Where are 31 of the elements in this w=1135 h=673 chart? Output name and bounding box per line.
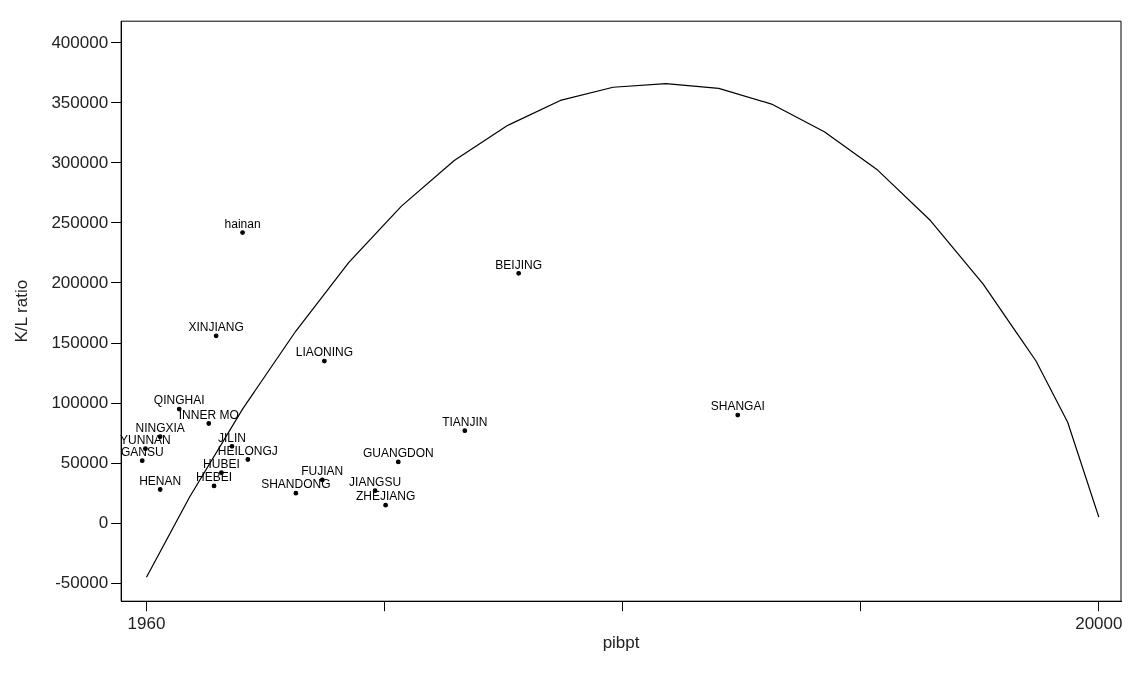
data-label: BEIJING (495, 257, 542, 272)
data-label: GANSU (120, 445, 164, 460)
data-label: XINJIANG (188, 320, 244, 335)
data-label: ZHEJIANG (355, 489, 416, 504)
data-label: SHANDONG (261, 477, 331, 492)
data-label: TIANJIN (442, 414, 488, 429)
y-tick-label: 300000 (51, 152, 109, 172)
data-label: GUANGDON (362, 446, 434, 461)
y-tick-label: 250000 (51, 212, 109, 232)
x-tick-label: 1960 (127, 614, 166, 634)
y-tick-label: 350000 (51, 92, 109, 112)
y-axis-title: K/L ratio (11, 279, 31, 343)
x-tick-label: 20000 (1075, 614, 1123, 634)
data-label: SHANGAI (710, 399, 765, 414)
y-tick-label: -50000 (55, 572, 109, 592)
data-label: HEILONGJ (217, 443, 278, 458)
y-tick-label: 400000 (51, 32, 109, 52)
y-tick-label: 100000 (51, 392, 109, 412)
data-label: JIANGSU (349, 475, 402, 490)
y-tick-label: 200000 (51, 272, 109, 292)
data-label: FUJIAN (301, 464, 344, 479)
data-label: NINGXIA (135, 421, 185, 435)
data-label: hainan (224, 216, 261, 231)
y-tick-label: 0 (98, 512, 109, 532)
x-axis-title: pibpt (602, 633, 640, 653)
data-label: LIAONING (295, 345, 354, 360)
y-tick-label: 50000 (60, 452, 109, 472)
data-label: INNER MO (178, 407, 239, 422)
data-label: HENAN (139, 473, 182, 488)
data-label: QINGHAI (153, 393, 205, 408)
y-tick-label: 150000 (51, 332, 109, 352)
